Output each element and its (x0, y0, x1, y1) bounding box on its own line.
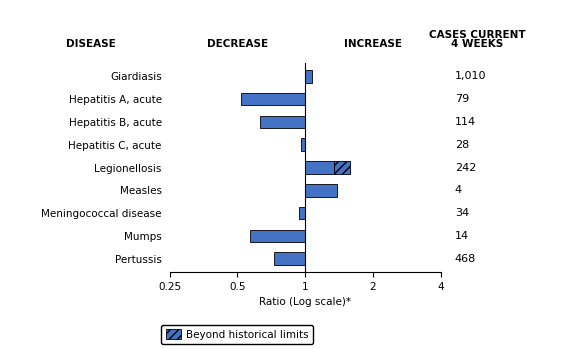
Text: 14: 14 (455, 231, 469, 241)
Text: 79: 79 (455, 94, 469, 104)
Bar (305, 161, 334, 174)
Legend: Beyond historical limits: Beyond historical limits (162, 325, 313, 344)
Bar (250, 230, 305, 242)
Text: 4: 4 (455, 185, 462, 195)
Bar (305, 184, 337, 196)
Bar (334, 161, 350, 174)
Text: CASES CURRENT: CASES CURRENT (429, 30, 526, 40)
Text: DISEASE: DISEASE (66, 39, 115, 49)
Bar (299, 207, 305, 219)
X-axis label: Ratio (Log scale)*: Ratio (Log scale)* (259, 297, 351, 307)
Text: INCREASE: INCREASE (344, 39, 402, 49)
Text: 4 WEEKS: 4 WEEKS (451, 39, 503, 49)
Text: 468: 468 (455, 254, 476, 263)
Text: 34: 34 (455, 208, 469, 218)
Text: 1,010: 1,010 (455, 72, 486, 81)
Bar (241, 93, 305, 105)
Text: 242: 242 (455, 163, 476, 172)
Bar (260, 116, 305, 128)
Text: DECREASE: DECREASE (207, 39, 268, 49)
Text: 28: 28 (455, 140, 469, 150)
Bar (275, 252, 305, 265)
Text: 114: 114 (455, 117, 476, 127)
Bar (301, 139, 305, 151)
Bar (305, 70, 312, 83)
